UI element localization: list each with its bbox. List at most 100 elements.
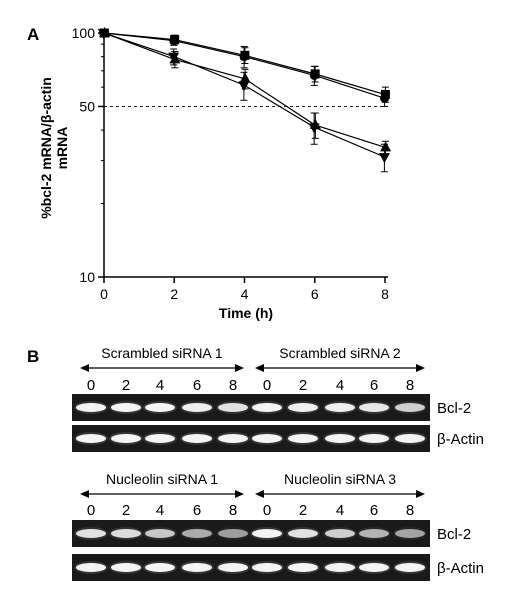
y-tick-label: 100 (72, 25, 96, 41)
gel-band-glow (323, 561, 357, 574)
arrow-head-left (255, 490, 264, 498)
gel-band (218, 563, 248, 572)
gel-band-glow (216, 527, 250, 540)
lane-time-label: 8 (229, 502, 237, 519)
y-axis-title-line1: %bcl-2 mRNA/β-actin (38, 77, 54, 219)
panel-b-label: B (27, 347, 39, 366)
gel-band (395, 434, 425, 443)
x-axis-title: Time (h) (219, 305, 273, 321)
gel-band-glow (143, 527, 177, 540)
gel-band-glow (323, 432, 357, 445)
gel-band-glow (250, 432, 284, 445)
gel-band (76, 563, 106, 572)
panel-a-label: A (27, 25, 39, 44)
gel-band-glow (250, 527, 284, 540)
gel-band (182, 529, 212, 538)
arrow-head-left (255, 364, 264, 372)
gel-band (145, 434, 175, 443)
gel-band (288, 563, 318, 572)
gel-band-glow (250, 401, 284, 414)
x-tick-label: 6 (311, 286, 319, 302)
lane-time-label: 4 (336, 377, 344, 394)
gel-band (145, 529, 175, 538)
gel-band-glow (180, 527, 214, 540)
lane-time-label: 0 (263, 377, 271, 394)
point-circle (309, 70, 319, 80)
lane-time-label: 6 (370, 502, 378, 519)
gel-band (359, 434, 389, 443)
gel-group-label: Scrambled siRNA 1 (101, 345, 223, 361)
lane-time-label: 6 (193, 502, 201, 519)
point-triangle-up (380, 141, 392, 152)
series-layer (97, 27, 392, 173)
gel-band-glow (109, 527, 143, 540)
point-circle (380, 93, 390, 103)
point-circle (239, 52, 249, 62)
gel-group-label: Nucleolin siRNA 1 (106, 471, 218, 487)
gel-band-glow (180, 561, 214, 574)
gel-band-glow (180, 401, 214, 414)
band-label: β-Actin (437, 560, 484, 577)
gel-band-glow (74, 527, 108, 540)
lane-time-label: 2 (122, 502, 130, 519)
arrow-head-right (235, 490, 244, 498)
lane-time-label: 8 (406, 377, 414, 394)
gel-band (145, 403, 175, 412)
x-tick-label: 4 (241, 286, 249, 302)
lane-time-label: 2 (299, 502, 307, 519)
point-triangle-down (308, 123, 320, 134)
band-label: Bcl-2 (437, 400, 471, 417)
gel-band-glow (109, 401, 143, 414)
gel-band (359, 403, 389, 412)
x-ticks: 0 2 4 6 8 (100, 277, 389, 302)
arrow-head-left (80, 364, 89, 372)
x-tick-label: 8 (381, 286, 389, 302)
gel-band (252, 434, 282, 443)
gel-band-glow (143, 432, 177, 445)
gel-band (395, 563, 425, 572)
gel-band-glow (323, 527, 357, 540)
gel-band-glow (357, 527, 391, 540)
gel-band (218, 434, 248, 443)
gel-band (111, 403, 141, 412)
point-triangle-up (239, 72, 251, 83)
gel-band-glow (393, 561, 427, 574)
gel-band (252, 403, 282, 412)
lane-time-label: 4 (156, 377, 164, 394)
gel-band (218, 403, 248, 412)
y-tick-label: 50 (79, 98, 95, 114)
gel-band (111, 529, 141, 538)
lane-time-label: 6 (193, 377, 201, 394)
gel-band (111, 563, 141, 572)
gel-band-glow (216, 401, 250, 414)
gel-band-glow (74, 401, 108, 414)
band-label: β-Actin (437, 431, 484, 448)
gel-band-glow (393, 527, 427, 540)
gel-band (76, 403, 106, 412)
gel-band (218, 529, 248, 538)
gel-band-glow (74, 432, 108, 445)
gel-band (359, 563, 389, 572)
gel-band (145, 563, 175, 572)
lane-time-label: 4 (336, 502, 344, 519)
lane-time-label: 0 (87, 502, 95, 519)
gel-band (325, 403, 355, 412)
gel-group-label: Scrambled siRNA 2 (279, 345, 401, 361)
point-triangle-down (238, 81, 250, 92)
gel-band (288, 403, 318, 412)
gel-band-glow (180, 432, 214, 445)
point-circle (169, 36, 179, 46)
lane-time-label: 8 (229, 377, 237, 394)
point-triangle-down (168, 52, 180, 63)
y-tick-label: 10 (79, 269, 95, 285)
gel-band-glow (216, 432, 250, 445)
gel-band-glow (286, 432, 320, 445)
gel-band-glow (286, 401, 320, 414)
gel-band-glow (357, 561, 391, 574)
gel-band (182, 563, 212, 572)
gel-band-glow (74, 561, 108, 574)
gel-band (325, 434, 355, 443)
gel-band (359, 529, 389, 538)
arrow-head-right (416, 490, 425, 498)
